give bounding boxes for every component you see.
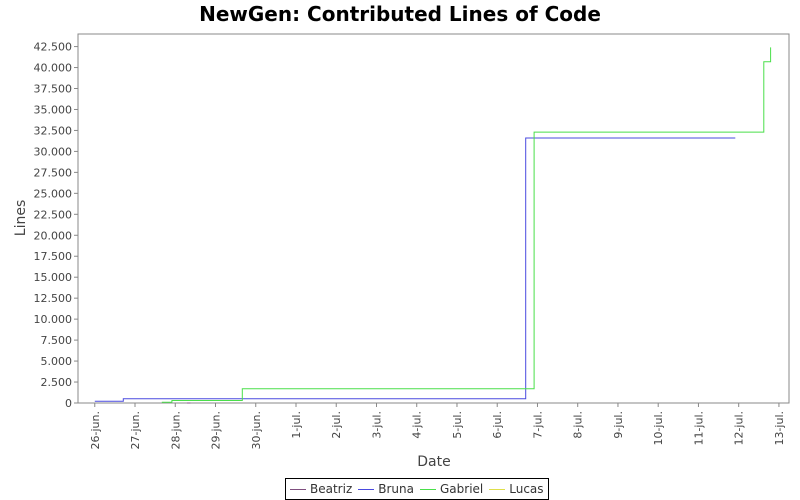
legend-swatch [489,488,506,490]
x-axis: 26-jun. 27-jun. 28-jun. 29-jun. 30-jun. 1-jul… [89,403,786,449]
y-tick-label: 15.000 [34,271,73,284]
x-tick-label: 6-jul. [491,411,504,439]
x-tick-label: 28-jun. [169,411,182,449]
x-tick-label: 11-jul. [692,411,705,446]
y-tick-label: 2.500 [41,376,73,389]
x-tick-label: 27-jun. [129,411,142,449]
chart-title: NewGen: Contributed Lines of Code [199,2,601,26]
x-tick-label: 8-jul. [572,411,585,439]
x-tick-label: 12-jul. [733,411,746,446]
y-tick-label: 40.000 [34,62,73,75]
x-tick-label: 30-jun. [250,411,263,449]
legend-item-beatriz: Beatriz [290,482,352,496]
x-tick-label: 9-jul. [612,411,625,439]
x-tick-label: 7-jul. [531,411,544,439]
y-tick-label: 5.000 [41,355,73,368]
legend-swatch [358,488,375,490]
x-tick-label: 2-jul. [330,411,343,439]
legend-label: Beatriz [310,482,353,496]
y-tick-label: 30.000 [34,145,73,158]
legend-label: Bruna [378,482,414,496]
y-tick-label: 27.500 [34,166,73,179]
y-tick-label: 20.000 [34,229,73,242]
x-tick-label: 1-jul. [290,411,303,439]
legend-item-bruna: Bruna [358,482,414,496]
y-tick-label: 25.000 [34,187,73,200]
legend-swatch [419,488,436,490]
x-tick-label: 5-jul. [451,411,464,439]
y-tick-label: 10.000 [34,313,73,326]
legend-label: Gabriel [439,482,484,496]
x-tick-label: 26-jun. [89,411,102,449]
y-tick-label: 12.500 [34,292,73,305]
y-tick-label: 0 [65,397,72,410]
legend: Beatriz Bruna Gabriel Lucas [285,478,549,500]
legend-swatch [290,488,306,490]
y-tick-label: 35.000 [34,103,73,116]
series-line-bruna [94,137,736,402]
legend-item-gabriel: Gabriel [419,482,484,496]
legend-item-lucas: Lucas [489,482,544,496]
y-tick-label: 42.500 [34,41,73,54]
x-tick-label: 13-jul. [773,411,786,446]
x-tick-label: 3-jul. [370,411,383,439]
x-tick-label: 4-jul. [411,411,424,439]
x-axis-label: Date [417,454,450,470]
y-axis-label: Lines [13,200,29,236]
series-line-gabriel [161,47,772,403]
y-axis: 0 2.500 5.000 7.500 10.000 12.500 15.000 17.500… [34,41,78,410]
y-tick-label: 32.500 [34,124,73,137]
y-tick-label: 17.500 [34,250,73,263]
y-tick-label: 22.500 [34,208,73,221]
y-tick-label: 37.500 [34,83,73,96]
x-tick-label: 29-jun. [210,411,223,449]
x-tick-label: 10-jul. [652,411,665,446]
y-tick-label: 7.500 [41,334,73,347]
plot-area [77,33,790,404]
series-lines [94,47,772,404]
legend-label: Lucas [509,482,544,496]
